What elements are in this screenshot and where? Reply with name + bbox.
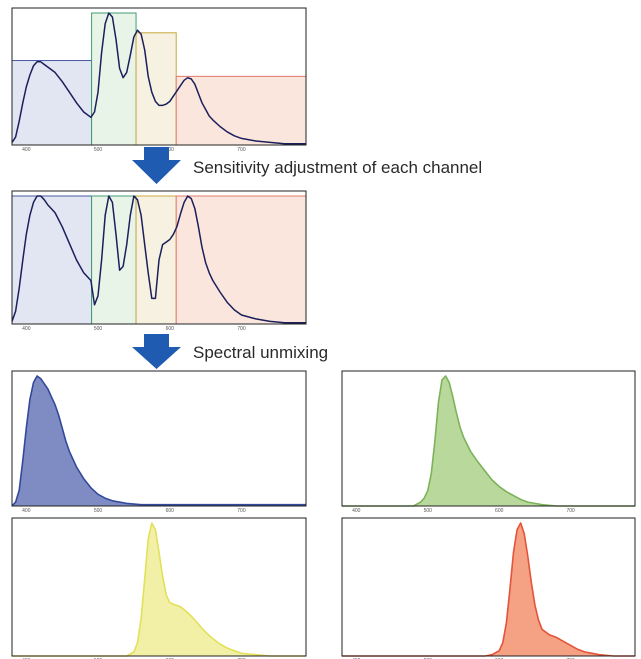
chart-panel-measured: 400 500 600 700 — [11, 7, 307, 153]
channel-band-blue — [11, 195, 93, 325]
chart-panel-adjusted: 400 500 600 700 — [11, 190, 307, 332]
channel-band-yellow — [135, 32, 177, 146]
channel-band-red — [175, 75, 307, 146]
spectrum-area-red — [342, 523, 635, 656]
step-label-spectral-unmixing: Spectral unmixing — [193, 343, 329, 362]
x-tick-label: 500 — [424, 508, 433, 514]
step-label-sensitivity-adjustment: Sensitivity adjustment of each channel — [193, 158, 483, 177]
x-tick-label: 600 — [495, 508, 504, 514]
spectrum-area-green — [342, 376, 635, 506]
spectrum-area-blue — [12, 376, 306, 506]
x-tick-label: 700 — [237, 147, 246, 153]
chart-frame — [341, 370, 636, 507]
spectrum-area-yellow — [12, 523, 306, 656]
channel-band-green — [91, 12, 137, 146]
x-tick-label: 500 — [94, 326, 103, 332]
x-tick-label: 500 — [94, 147, 103, 153]
chart-frame — [11, 517, 307, 657]
x-tick-label: 400 — [22, 508, 31, 514]
chart-frame — [11, 7, 307, 146]
chart-frame — [11, 370, 307, 507]
x-tick-label: 400 — [22, 326, 31, 332]
spectrum-line-green — [342, 375, 635, 507]
down-arrow-icon — [132, 147, 181, 184]
channel-band-red — [175, 195, 307, 325]
chart-frame — [11, 190, 307, 325]
x-tick-label: 600 — [166, 508, 175, 514]
x-tick-label: 400 — [352, 508, 361, 514]
x-tick-label: 700 — [237, 508, 246, 514]
x-tick-label: 700 — [567, 508, 576, 514]
x-tick-label: 700 — [237, 326, 246, 332]
spectrum-line — [11, 12, 306, 145]
channel-band-blue — [11, 60, 93, 146]
x-tick-label: 600 — [166, 147, 175, 153]
spectrum-line-yellow — [12, 522, 306, 657]
x-tick-label: 500 — [94, 508, 103, 514]
chart-frame — [341, 517, 636, 657]
spectrum-line — [11, 195, 306, 324]
down-arrow-icon — [132, 334, 181, 369]
chart-panel-unmixed-blue: 400 500 600 700 — [11, 370, 307, 514]
spectrum-line-red — [342, 522, 635, 657]
channel-band-yellow — [135, 195, 177, 325]
x-tick-label: 600 — [166, 326, 175, 332]
spectrum-line-blue — [11, 375, 306, 507]
x-tick-label: 400 — [22, 147, 31, 153]
chart-panel-unmixed-green: 400 500 600 700 — [341, 370, 636, 514]
